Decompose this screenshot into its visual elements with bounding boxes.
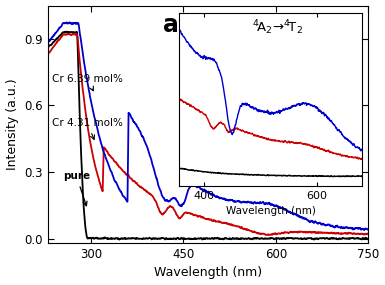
X-axis label: Wavelength (nm): Wavelength (nm): [154, 266, 262, 280]
Text: a: a: [163, 13, 179, 37]
Text: pure: pure: [63, 172, 90, 206]
Text: Cr 6.39 mol%: Cr 6.39 mol%: [52, 74, 123, 91]
Y-axis label: Intensity (a.u.): Intensity (a.u.): [5, 78, 18, 170]
Text: Cr 4.31 mol%: Cr 4.31 mol%: [52, 118, 123, 139]
